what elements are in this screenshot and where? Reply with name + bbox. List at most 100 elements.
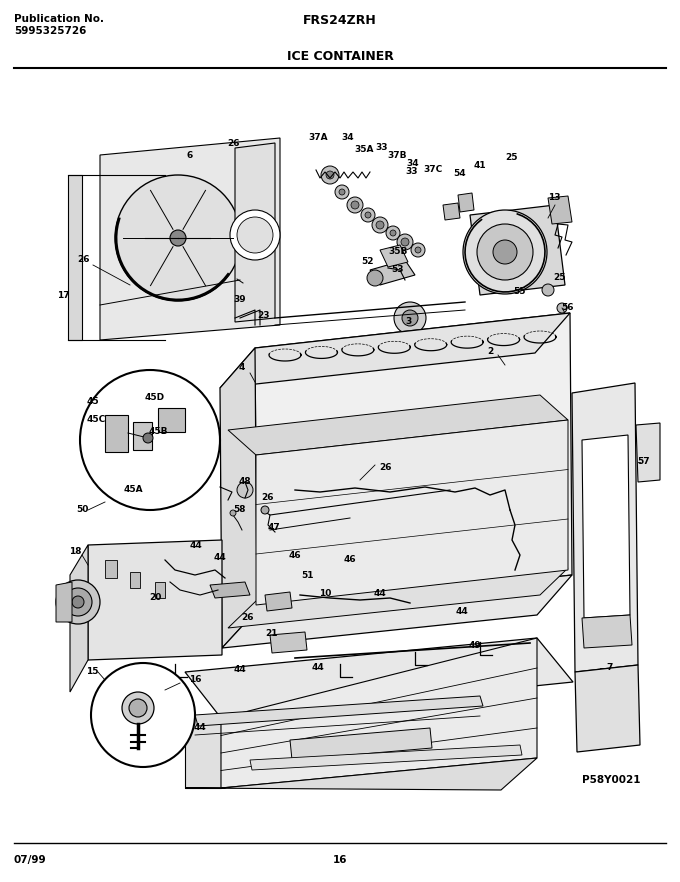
Polygon shape <box>250 745 522 770</box>
Text: 45D: 45D <box>145 392 165 401</box>
Circle shape <box>339 189 345 195</box>
Polygon shape <box>195 696 483 726</box>
Text: FRS24ZRH: FRS24ZRH <box>303 14 377 27</box>
Circle shape <box>321 166 339 184</box>
Circle shape <box>129 699 147 717</box>
Text: 45: 45 <box>86 398 99 407</box>
Circle shape <box>493 240 517 264</box>
Text: 44: 44 <box>456 608 469 617</box>
Polygon shape <box>185 758 537 790</box>
Circle shape <box>230 510 236 516</box>
Text: 20: 20 <box>149 594 161 602</box>
Text: 26: 26 <box>242 614 254 623</box>
Polygon shape <box>185 718 221 788</box>
Polygon shape <box>220 348 257 648</box>
Polygon shape <box>88 540 222 660</box>
Polygon shape <box>228 395 568 455</box>
Text: 23: 23 <box>258 310 270 319</box>
Polygon shape <box>443 203 460 220</box>
Circle shape <box>386 226 400 240</box>
Polygon shape <box>256 420 568 605</box>
Polygon shape <box>133 422 152 450</box>
Circle shape <box>80 370 220 510</box>
Circle shape <box>365 212 371 218</box>
Text: 35B: 35B <box>388 248 408 257</box>
Text: 35A: 35A <box>354 146 374 154</box>
Text: 34: 34 <box>407 159 420 168</box>
Text: 33: 33 <box>376 144 388 153</box>
Polygon shape <box>130 572 140 588</box>
Polygon shape <box>210 582 250 598</box>
Text: 33: 33 <box>406 168 418 176</box>
Text: 50: 50 <box>75 505 88 514</box>
Circle shape <box>351 201 359 209</box>
Polygon shape <box>370 260 415 285</box>
Polygon shape <box>56 582 72 622</box>
Text: 6: 6 <box>187 151 193 160</box>
Text: 26: 26 <box>226 138 239 147</box>
Text: 53: 53 <box>392 265 404 274</box>
Polygon shape <box>270 632 307 653</box>
Circle shape <box>230 210 280 260</box>
Polygon shape <box>185 638 573 718</box>
Circle shape <box>122 692 154 724</box>
Polygon shape <box>228 568 568 628</box>
Polygon shape <box>222 575 572 648</box>
Text: 44: 44 <box>194 723 206 732</box>
Text: 44: 44 <box>190 541 203 549</box>
Circle shape <box>64 588 92 616</box>
Circle shape <box>261 506 269 514</box>
Polygon shape <box>582 615 632 648</box>
Polygon shape <box>235 143 275 322</box>
Circle shape <box>115 175 241 301</box>
Text: 10: 10 <box>319 588 331 597</box>
Text: 41: 41 <box>474 161 486 169</box>
Circle shape <box>542 284 554 296</box>
Text: 21: 21 <box>266 629 278 638</box>
Circle shape <box>477 224 533 280</box>
Text: 54: 54 <box>454 168 466 177</box>
Circle shape <box>376 221 384 229</box>
Circle shape <box>372 217 388 233</box>
Circle shape <box>415 247 421 253</box>
Text: 44: 44 <box>373 588 386 597</box>
Text: 25: 25 <box>506 153 518 162</box>
Circle shape <box>411 243 425 257</box>
Text: 26: 26 <box>77 256 89 265</box>
Circle shape <box>367 270 383 286</box>
Text: 49: 49 <box>469 640 481 649</box>
Circle shape <box>402 310 418 326</box>
Text: 37B: 37B <box>387 151 407 160</box>
Text: 52: 52 <box>362 258 374 266</box>
Text: 07/99: 07/99 <box>14 855 47 865</box>
Text: 3: 3 <box>405 318 411 326</box>
Text: 58: 58 <box>234 505 246 514</box>
Text: 37A: 37A <box>308 133 328 143</box>
Text: 44: 44 <box>214 554 226 563</box>
Polygon shape <box>290 728 432 760</box>
Polygon shape <box>380 245 408 267</box>
Text: 57: 57 <box>638 458 650 467</box>
Text: 37C: 37C <box>424 166 443 175</box>
Circle shape <box>401 238 409 246</box>
Text: 25: 25 <box>554 273 566 282</box>
Polygon shape <box>548 196 572 224</box>
Text: 45C: 45C <box>86 415 105 424</box>
Circle shape <box>237 217 273 253</box>
Circle shape <box>56 580 100 624</box>
Polygon shape <box>100 138 280 340</box>
Text: 46: 46 <box>289 550 301 559</box>
Text: 34: 34 <box>341 133 354 143</box>
Text: 44: 44 <box>234 666 246 675</box>
Polygon shape <box>575 665 640 752</box>
Circle shape <box>361 208 375 222</box>
Text: 16: 16 <box>189 676 201 684</box>
Text: 51: 51 <box>302 571 314 579</box>
Circle shape <box>335 185 349 199</box>
Text: 2: 2 <box>487 348 493 356</box>
Text: 56: 56 <box>562 303 574 312</box>
Text: 15: 15 <box>86 668 98 676</box>
Text: 13: 13 <box>548 193 560 203</box>
Polygon shape <box>458 193 474 212</box>
Text: 45A: 45A <box>123 485 143 495</box>
